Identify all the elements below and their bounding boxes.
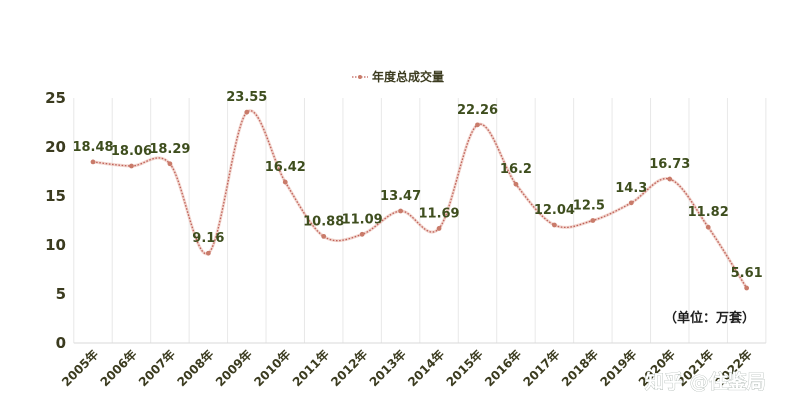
- data-point: [436, 226, 442, 231]
- data-point: [552, 222, 557, 228]
- data-label: 16.42: [265, 160, 306, 175]
- data-label: 13.47: [380, 189, 421, 204]
- legend-label: 年度总成交量: [372, 69, 444, 84]
- data-point: [167, 161, 173, 167]
- x-tick-label: 2008年: [174, 347, 217, 390]
- data-label: 18.29: [149, 142, 190, 157]
- y-tick-label: 10: [45, 236, 66, 254]
- data-label: 5.61: [731, 266, 763, 281]
- y-tick-label: 5: [56, 285, 66, 303]
- data-label: 10.88: [303, 214, 344, 229]
- x-tick-label: 2018年: [558, 347, 601, 390]
- x-tick-label: 2011年: [289, 347, 332, 390]
- x-tick-label: 2016年: [481, 347, 524, 390]
- y-tick-label: 15: [45, 187, 66, 205]
- data-label: 11.82: [688, 205, 729, 220]
- x-tick-label: 2005年: [58, 347, 101, 390]
- x-tick-label: 2017年: [520, 347, 563, 390]
- x-tick-label: 2010年: [251, 347, 294, 390]
- legend-marker: [358, 75, 362, 79]
- x-tick-label: 2006年: [97, 347, 140, 390]
- x-tick-label: 2012年: [328, 347, 371, 390]
- data-point: [205, 250, 211, 256]
- data-point: [705, 224, 711, 230]
- data-point: [282, 179, 288, 185]
- data-label: 23.55: [226, 90, 267, 105]
- x-tick-label: 2013年: [366, 347, 409, 390]
- data-label: 12.04: [534, 203, 575, 218]
- data-label: 22.26: [457, 103, 498, 118]
- data-point: [475, 122, 480, 128]
- data-label: 16.2: [500, 162, 532, 177]
- data-point: [590, 218, 596, 223]
- data-point: [129, 163, 134, 169]
- data-label: 11.09: [342, 212, 383, 227]
- data-label: 9.16: [192, 231, 224, 246]
- legend: 年度总成交量: [352, 69, 444, 84]
- y-tick-labels: 0 5 10 15 20 25: [45, 89, 66, 352]
- x-tick-label: 2007年: [135, 347, 178, 390]
- x-tick-label: 2014年: [404, 347, 447, 390]
- data-point: [513, 181, 519, 187]
- data-label: 18.48: [72, 140, 113, 155]
- data-point: [628, 200, 634, 206]
- data-point: [744, 285, 750, 291]
- data-label: 11.69: [418, 206, 459, 221]
- data-label: 12.5: [573, 199, 605, 214]
- series-group: [90, 109, 750, 291]
- y-tick-label: 0: [56, 334, 66, 352]
- x-tick-label: 2019年: [597, 347, 640, 390]
- data-label: 14.3: [615, 181, 647, 196]
- data-point: [321, 233, 327, 239]
- x-tick-label: 2015年: [443, 347, 486, 390]
- data-point: [667, 176, 673, 182]
- data-label: 16.73: [649, 157, 690, 172]
- data-point: [359, 231, 365, 237]
- data-point: [90, 159, 96, 165]
- data-point: [244, 109, 250, 115]
- y-tick-label: 20: [45, 138, 66, 156]
- y-tick-label: 25: [45, 89, 66, 107]
- x-tick-label: 2009年: [212, 347, 255, 390]
- data-point: [398, 208, 403, 214]
- data-label: 18.06: [111, 144, 152, 159]
- unit-note: （单位：万套）: [664, 310, 755, 326]
- watermark: 知乎 @住鉴局: [645, 370, 766, 393]
